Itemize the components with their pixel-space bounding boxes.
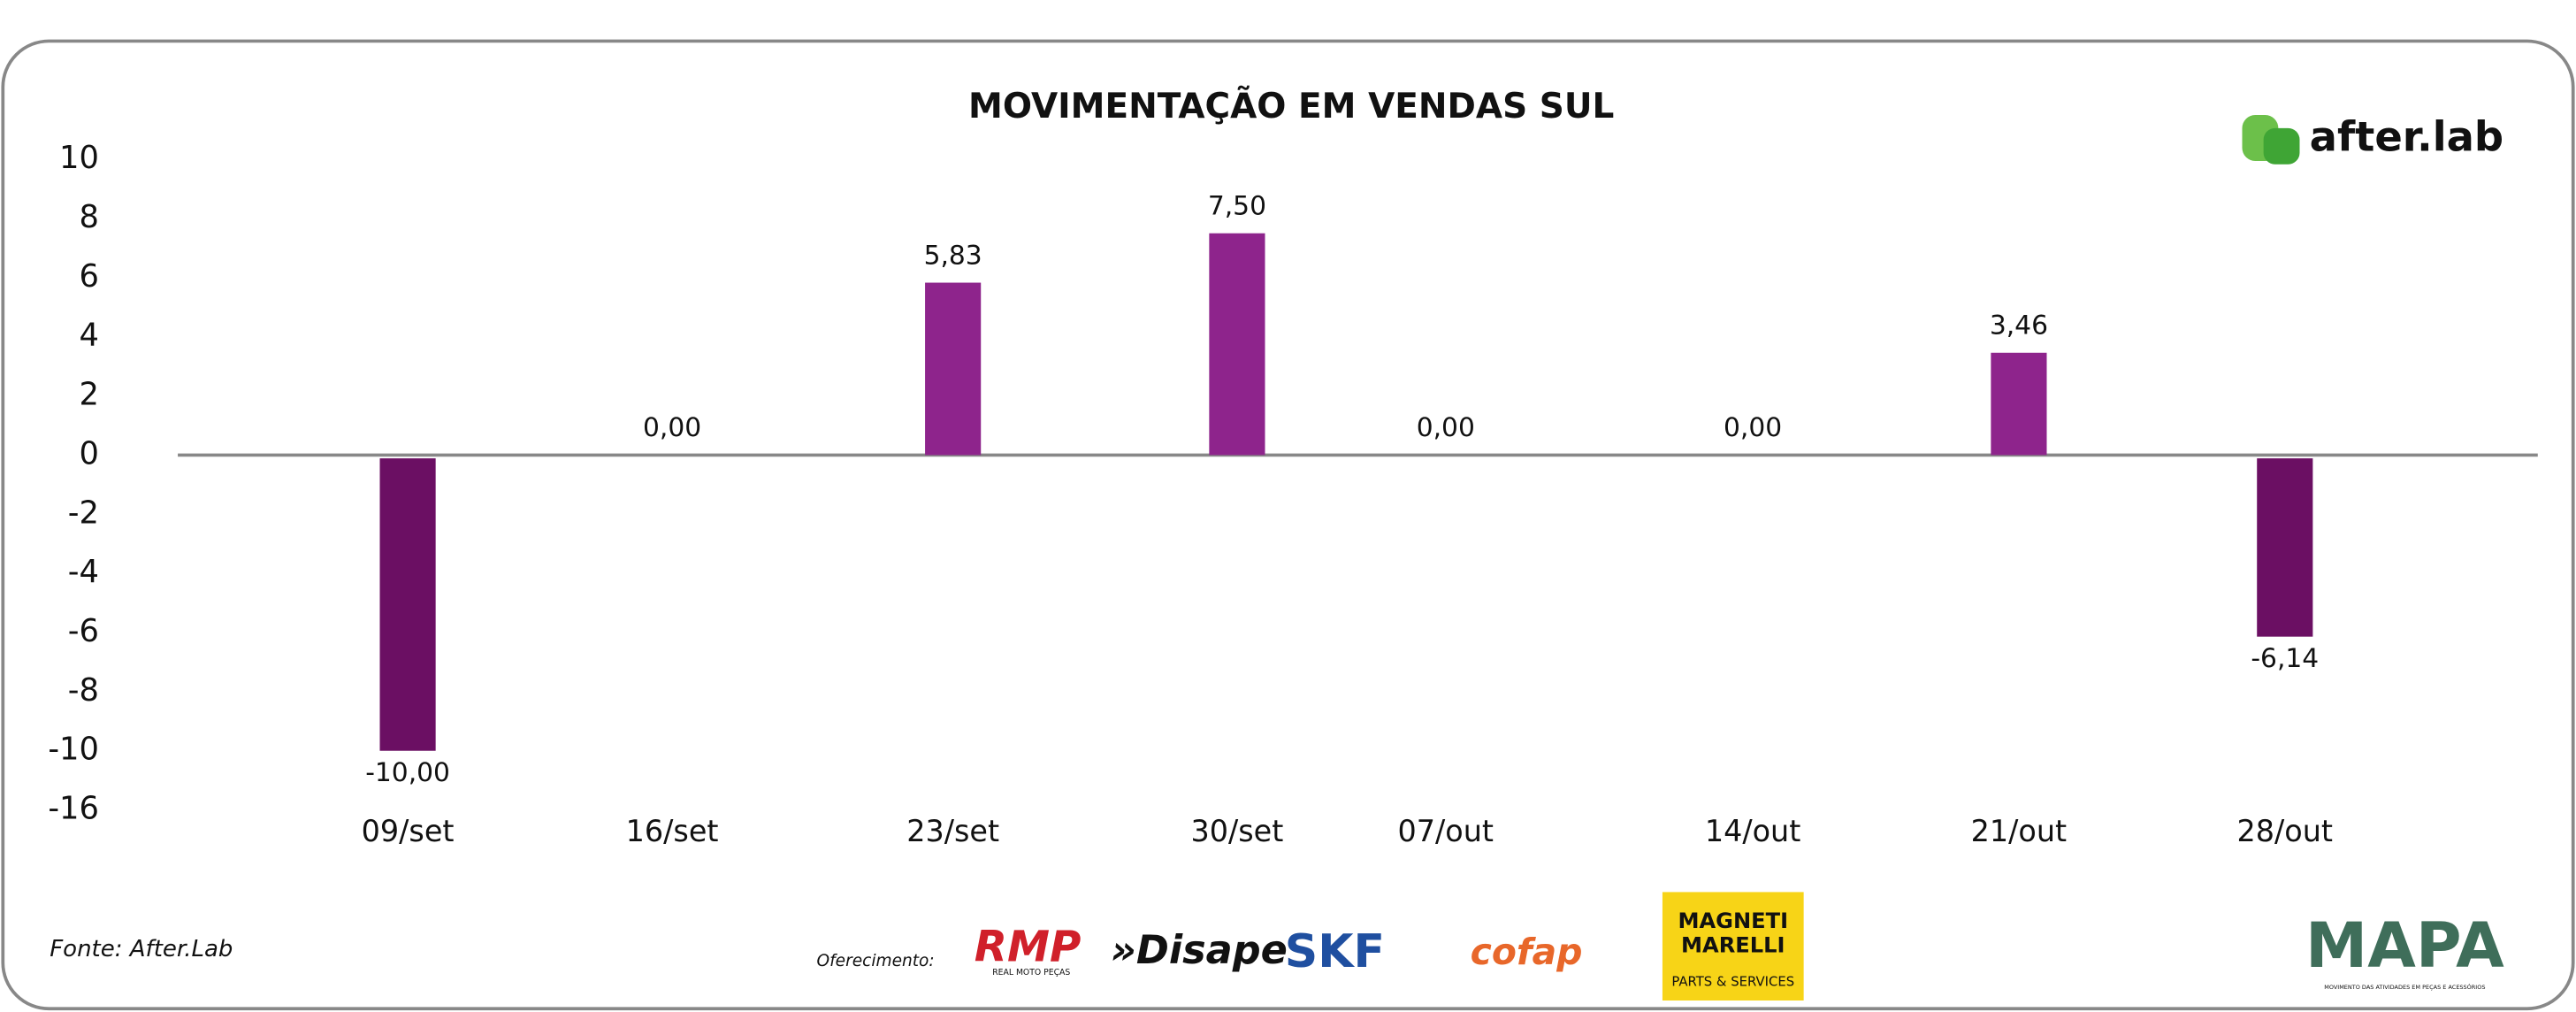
y-tick-label: -6 <box>68 613 99 649</box>
value-label: 0,00 <box>1417 412 1475 443</box>
value-label: 0,00 <box>643 412 701 443</box>
x-tick-label: 09/set <box>362 814 455 848</box>
x-tick-label: 16/set <box>626 814 719 848</box>
y-tick-label: -16 <box>48 791 99 827</box>
bar <box>925 282 982 456</box>
sponsor-marelli-box <box>1662 892 1804 1000</box>
frame <box>1 39 2575 1011</box>
bar <box>1209 233 1265 456</box>
x-tick-label: 28/out <box>2237 814 2333 848</box>
sponsor-rmp-sub: REAL MOTO PEÇAS <box>992 968 1070 978</box>
sponsor-cofap: cofap <box>1471 931 1583 973</box>
sponsor-disape: »Disape <box>1111 927 1288 973</box>
sponsor-label: Oferecimento: <box>817 952 935 970</box>
y-tick-label: 0 <box>79 435 98 472</box>
sponsor-marelli-sub: PARTS & SERVICES <box>1671 974 1794 990</box>
value-label: 0,00 <box>1724 412 1782 443</box>
y-tick-label: -8 <box>68 672 99 709</box>
mapa-logo: MAPA <box>2305 908 2504 982</box>
sponsor-rmp: RMP <box>975 922 1082 971</box>
y-tick-label: 6 <box>79 258 98 295</box>
value-label: 3,46 <box>1990 310 2048 341</box>
sponsor-marelli: MARELLI <box>1681 933 1785 958</box>
bar <box>379 458 436 751</box>
sponsor-marelli: MAGNETI <box>1678 908 1788 933</box>
x-tick-label: 23/set <box>906 814 999 848</box>
x-tick-label: 07/out <box>1398 814 1494 848</box>
y-tick-label: -4 <box>68 554 99 590</box>
y-tick-label: 8 <box>79 199 98 235</box>
value-label: -10,00 <box>365 757 450 788</box>
value-label: 5,83 <box>924 240 982 271</box>
value-label: -6,14 <box>2251 643 2319 674</box>
source: Fonte: After.Lab <box>50 936 233 962</box>
x-tick-label: 30/set <box>1191 814 1284 848</box>
y-tick-label: 10 <box>59 140 99 176</box>
bar <box>1991 352 2047 456</box>
x-tick-label: 14/out <box>1705 814 1800 848</box>
brand-icon <box>2263 127 2300 165</box>
y-tick-label: 4 <box>79 318 98 354</box>
mapa-tagline: MOVIMENTO DAS ATIVIDADES EM PEÇAS E ACES… <box>2324 983 2485 991</box>
y-tick-label: -10 <box>48 732 99 768</box>
brand-name: after.lab <box>2310 112 2504 160</box>
brand-logo: after.lab <box>2242 112 2504 165</box>
x-tick-label: 21/out <box>1971 814 2067 848</box>
chart-title: MOVIMENTAÇÃO EM VENDAS SUL <box>968 85 1614 126</box>
y-tick-label: 2 <box>79 377 98 413</box>
value-label: 7,50 <box>1208 191 1266 222</box>
bar <box>2257 458 2313 637</box>
sponsor-skf: SKF <box>1285 925 1385 978</box>
y-tick-label: -2 <box>68 494 99 531</box>
